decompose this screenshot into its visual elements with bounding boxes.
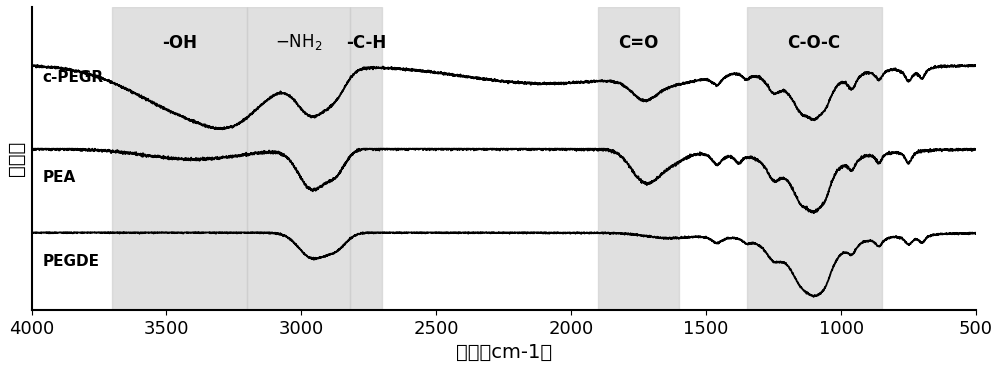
Text: c-PEGR: c-PEGR (42, 70, 103, 85)
Bar (350, 7, 382, 310)
Text: -OH: -OH (162, 34, 197, 52)
Text: $-\mathrm{NH_2}$: $-\mathrm{NH_2}$ (275, 32, 322, 52)
Y-axis label: 透过率: 透过率 (7, 141, 26, 176)
Bar (247, 7, 350, 310)
Text: PEA: PEA (42, 170, 76, 185)
Bar (112, 7, 247, 310)
Text: C-O-C: C-O-C (788, 34, 841, 52)
Text: PEGDE: PEGDE (42, 254, 99, 269)
X-axis label: 波数（cm-1）: 波数（cm-1） (456, 343, 552, 362)
Bar (598, 7, 679, 310)
Text: C=O: C=O (619, 34, 659, 52)
Text: -C-H: -C-H (346, 34, 386, 52)
Bar (747, 7, 882, 310)
